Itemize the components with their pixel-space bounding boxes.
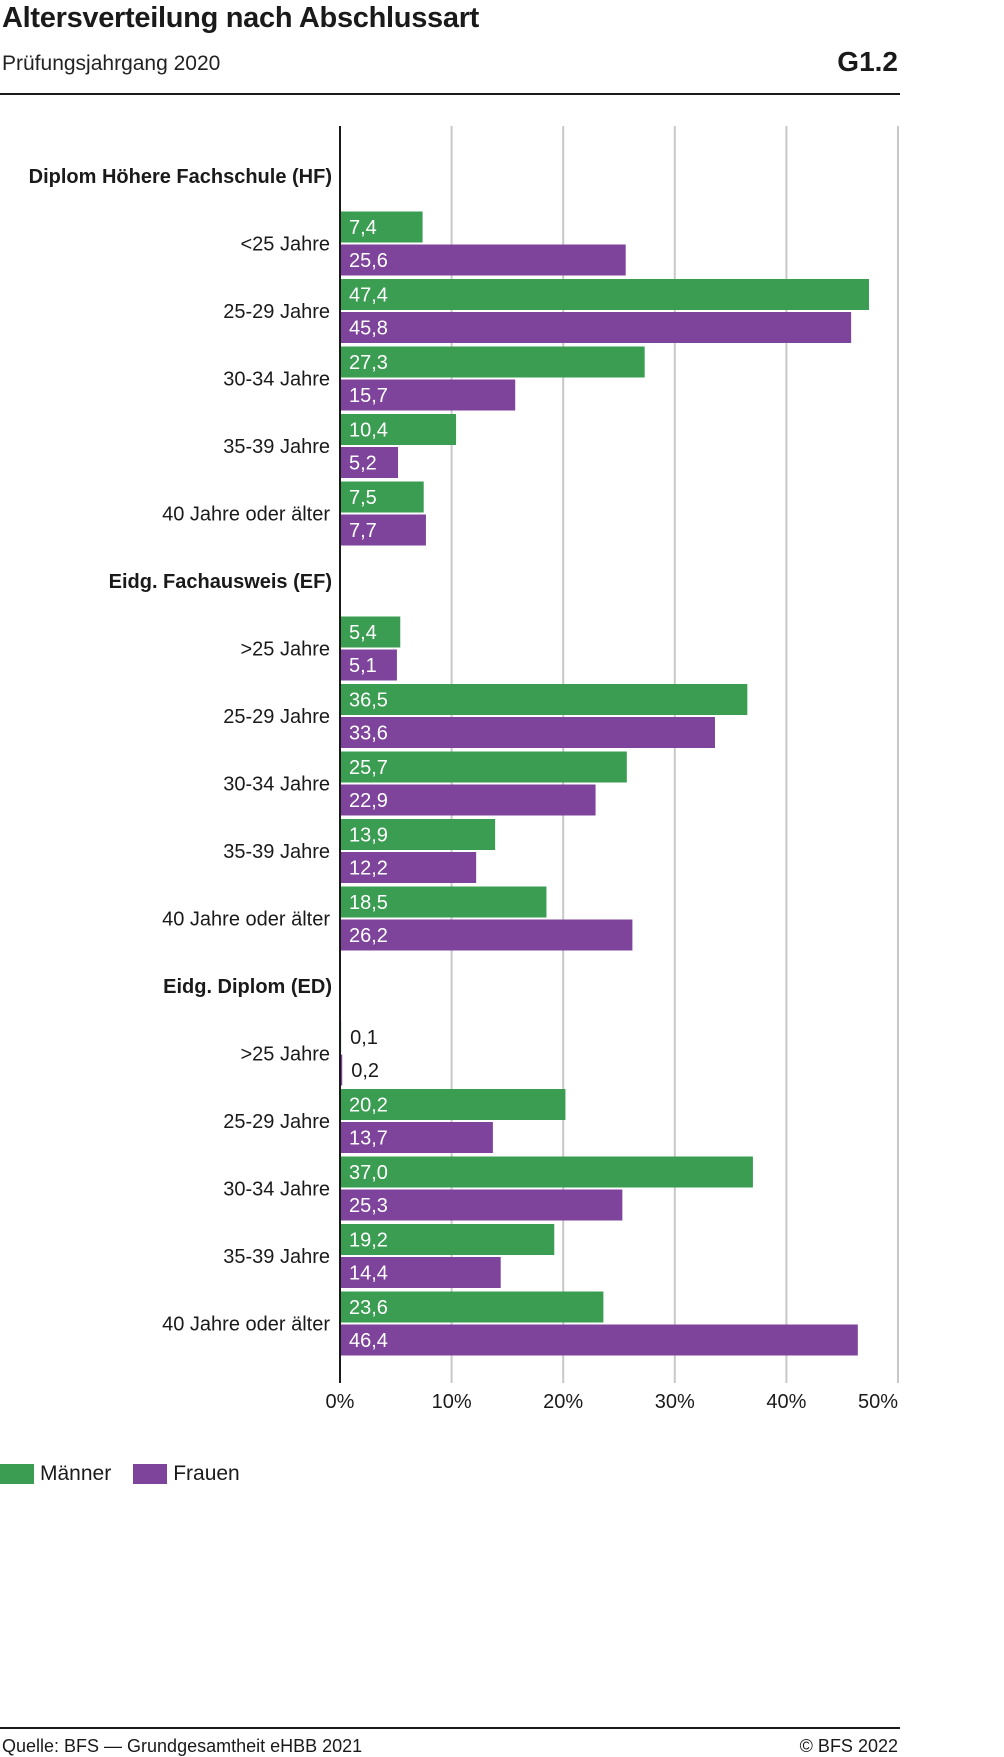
legend: Männer Frauen bbox=[0, 1462, 262, 1486]
bar-frauen bbox=[340, 717, 715, 748]
category-label: 25-29 Jahre bbox=[223, 301, 330, 323]
category-label: <25 Jahre bbox=[240, 234, 330, 256]
bar-frauen bbox=[340, 514, 426, 546]
category-label: 35-39 Jahre bbox=[223, 1246, 330, 1268]
data-label-frauen: 26,2 bbox=[349, 925, 388, 947]
data-label-frauen: 25,3 bbox=[349, 1195, 388, 1217]
legend-swatch-maenner bbox=[0, 1464, 34, 1484]
data-label-maenner: 25,7 bbox=[349, 757, 388, 779]
legend-item-maenner: Männer bbox=[0, 1462, 111, 1486]
data-label-frauen: 14,4 bbox=[349, 1263, 388, 1285]
bar-maenner bbox=[340, 1224, 555, 1255]
legend-swatch-frauen bbox=[133, 1464, 168, 1484]
data-label-maenner: 18,5 bbox=[349, 892, 388, 914]
bar-maenner bbox=[340, 886, 547, 918]
x-tick-label: 10% bbox=[432, 1391, 472, 1413]
chart-subtitle: Prüfungsjahrgang 2020 bbox=[2, 52, 221, 75]
category-label: >25 Jahre bbox=[240, 1044, 330, 1066]
bar-frauen bbox=[340, 447, 399, 478]
bar-frauen bbox=[340, 1122, 493, 1153]
x-tick-label: 50% bbox=[858, 1391, 898, 1413]
group-header: Diplom Höhere Fachschule (HF) bbox=[29, 166, 332, 188]
data-label-maenner: 23,6 bbox=[349, 1297, 388, 1319]
data-label-frauen: 7,7 bbox=[349, 520, 377, 542]
bar-maenner bbox=[340, 481, 424, 513]
data-label-maenner: 10,4 bbox=[349, 420, 388, 442]
data-label-maenner: 47,4 bbox=[349, 285, 388, 307]
bar-frauen bbox=[340, 379, 516, 411]
data-label-frauen: 45,8 bbox=[349, 318, 388, 340]
category-label: 25-29 Jahre bbox=[223, 1111, 330, 1133]
data-label-frauen: 12,2 bbox=[349, 858, 388, 880]
x-tick-label: 0% bbox=[326, 1391, 355, 1413]
bar-maenner bbox=[340, 1089, 566, 1120]
bar-frauen bbox=[340, 649, 397, 681]
bar-maenner bbox=[340, 211, 423, 243]
bar-maenner bbox=[340, 684, 748, 715]
chart-id: G1.2 bbox=[837, 46, 898, 77]
bar-maenner bbox=[340, 1156, 753, 1188]
bar-maenner bbox=[340, 346, 645, 378]
data-label-frauen: 5,2 bbox=[349, 453, 377, 475]
bar-maenner bbox=[340, 819, 496, 850]
bar-maenner bbox=[340, 1291, 604, 1323]
legend-label-frauen: Frauen bbox=[173, 1462, 240, 1485]
bar-maenner bbox=[340, 279, 869, 310]
bar-frauen bbox=[340, 1054, 343, 1086]
data-label-maenner: 20,2 bbox=[349, 1095, 388, 1117]
x-tick-label: 20% bbox=[543, 1391, 583, 1413]
bottom-rule bbox=[0, 1727, 900, 1729]
category-label: 35-39 Jahre bbox=[223, 841, 330, 863]
category-label: 35-39 Jahre bbox=[223, 436, 330, 458]
category-label: 40 Jahre oder älter bbox=[162, 1314, 330, 1336]
category-label: 30-34 Jahre bbox=[223, 774, 330, 796]
chart-title: Altersverteilung nach Abschlussart bbox=[2, 2, 480, 34]
bar-frauen bbox=[340, 1257, 501, 1288]
data-label-frauen: 22,9 bbox=[349, 790, 388, 812]
category-label: 40 Jahre oder älter bbox=[162, 909, 330, 931]
data-label-frauen: 15,7 bbox=[349, 385, 388, 407]
category-label: 25-29 Jahre bbox=[223, 706, 330, 728]
data-label-maenner: 7,5 bbox=[349, 487, 377, 509]
data-label-maenner: 7,4 bbox=[349, 217, 377, 239]
bar-frauen bbox=[340, 784, 596, 816]
category-label: 30-34 Jahre bbox=[223, 1179, 330, 1201]
source-note: Quelle: BFS — Grundgesamtheit eHBB 2021 bbox=[2, 1736, 363, 1756]
data-label-maenner: 27,3 bbox=[349, 352, 388, 374]
bar-maenner bbox=[340, 616, 401, 648]
data-label-maenner: 36,5 bbox=[349, 690, 388, 712]
bar-frauen bbox=[340, 244, 626, 276]
top-rule bbox=[0, 93, 900, 95]
copyright-note: © BFS 2022 bbox=[799, 1736, 898, 1756]
data-label-frauen: 46,4 bbox=[349, 1330, 388, 1352]
x-tick-label: 30% bbox=[655, 1391, 695, 1413]
category-label: >25 Jahre bbox=[240, 639, 330, 661]
x-tick-label: 40% bbox=[766, 1391, 806, 1413]
bar-chart: 0% 10% 20% 30% 40% 50% Diplom Höhere Fachschul… bbox=[29, 126, 899, 1413]
group-header: Eidg. Fachausweis (EF) bbox=[109, 571, 332, 593]
data-label-frauen: 13,7 bbox=[349, 1128, 388, 1150]
bar-frauen bbox=[340, 1324, 858, 1356]
data-label-frauen: 5,1 bbox=[349, 655, 377, 677]
category-label: 30-34 Jahre bbox=[223, 369, 330, 391]
data-label-frauen: 33,6 bbox=[349, 723, 388, 745]
data-label-maenner: 0,1 bbox=[350, 1027, 378, 1049]
category-label: 40 Jahre oder älter bbox=[162, 504, 330, 526]
data-label-maenner: 19,2 bbox=[349, 1230, 388, 1252]
data-label-maenner: 13,9 bbox=[349, 825, 388, 847]
data-label-maenner: 5,4 bbox=[349, 622, 377, 644]
bar-frauen bbox=[340, 312, 852, 343]
bar-frauen bbox=[340, 852, 477, 883]
group-header: Eidg. Diplom (ED) bbox=[163, 976, 332, 998]
legend-item-frauen: Frauen bbox=[133, 1462, 240, 1486]
legend-label-maenner: Männer bbox=[40, 1462, 112, 1485]
bar-maenner bbox=[340, 751, 627, 783]
data-label-frauen: 0,2 bbox=[351, 1060, 379, 1082]
bar-frauen bbox=[340, 1189, 623, 1221]
bar-maenner bbox=[340, 414, 457, 445]
data-label-frauen: 25,6 bbox=[349, 250, 388, 272]
data-label-maenner: 37,0 bbox=[349, 1162, 388, 1184]
bar-frauen bbox=[340, 919, 633, 951]
